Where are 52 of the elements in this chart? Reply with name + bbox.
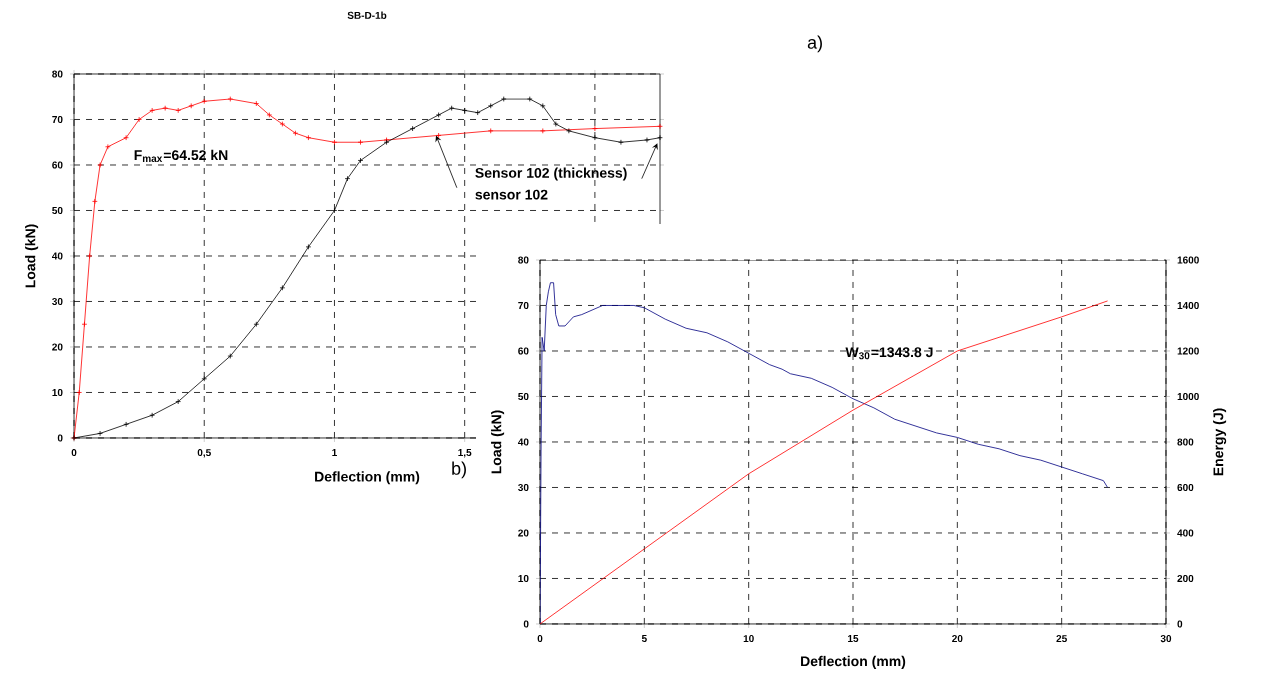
point bbox=[331, 207, 338, 214]
point bbox=[149, 412, 155, 419]
text: b) bbox=[452, 461, 466, 479]
point bbox=[76, 389, 83, 396]
point bbox=[149, 107, 155, 114]
point bbox=[305, 244, 312, 250]
point bbox=[357, 139, 364, 146]
point bbox=[201, 376, 208, 382]
point bbox=[618, 139, 624, 146]
point bbox=[540, 103, 546, 109]
point bbox=[540, 128, 546, 134]
point bbox=[123, 134, 129, 141]
point bbox=[592, 134, 598, 141]
point bbox=[279, 285, 286, 291]
point bbox=[86, 253, 93, 259]
point bbox=[136, 116, 142, 123]
point bbox=[266, 112, 273, 118]
point bbox=[253, 321, 260, 328]
point bbox=[279, 121, 286, 127]
text: a) bbox=[807, 35, 822, 53]
point bbox=[253, 100, 260, 107]
point bbox=[553, 121, 559, 127]
point bbox=[448, 105, 455, 111]
point bbox=[97, 162, 103, 168]
point bbox=[487, 128, 494, 134]
point bbox=[162, 105, 168, 111]
point bbox=[188, 103, 195, 109]
point bbox=[331, 139, 338, 146]
point bbox=[435, 112, 442, 118]
point bbox=[344, 175, 351, 182]
point bbox=[123, 421, 129, 428]
point bbox=[175, 398, 181, 405]
point bbox=[487, 103, 494, 109]
point bbox=[92, 198, 98, 205]
point bbox=[227, 353, 234, 359]
point bbox=[105, 143, 111, 150]
point bbox=[461, 107, 468, 114]
point bbox=[81, 321, 88, 328]
point bbox=[201, 98, 208, 105]
point bbox=[500, 96, 507, 102]
point bbox=[175, 107, 181, 114]
point bbox=[292, 130, 299, 136]
point bbox=[474, 109, 481, 116]
point bbox=[526, 96, 533, 102]
point bbox=[305, 134, 312, 141]
point bbox=[644, 137, 650, 143]
point bbox=[227, 96, 234, 102]
point bbox=[592, 125, 598, 132]
point bbox=[566, 128, 572, 134]
point bbox=[409, 125, 416, 132]
point bbox=[357, 157, 364, 164]
point bbox=[97, 430, 103, 437]
